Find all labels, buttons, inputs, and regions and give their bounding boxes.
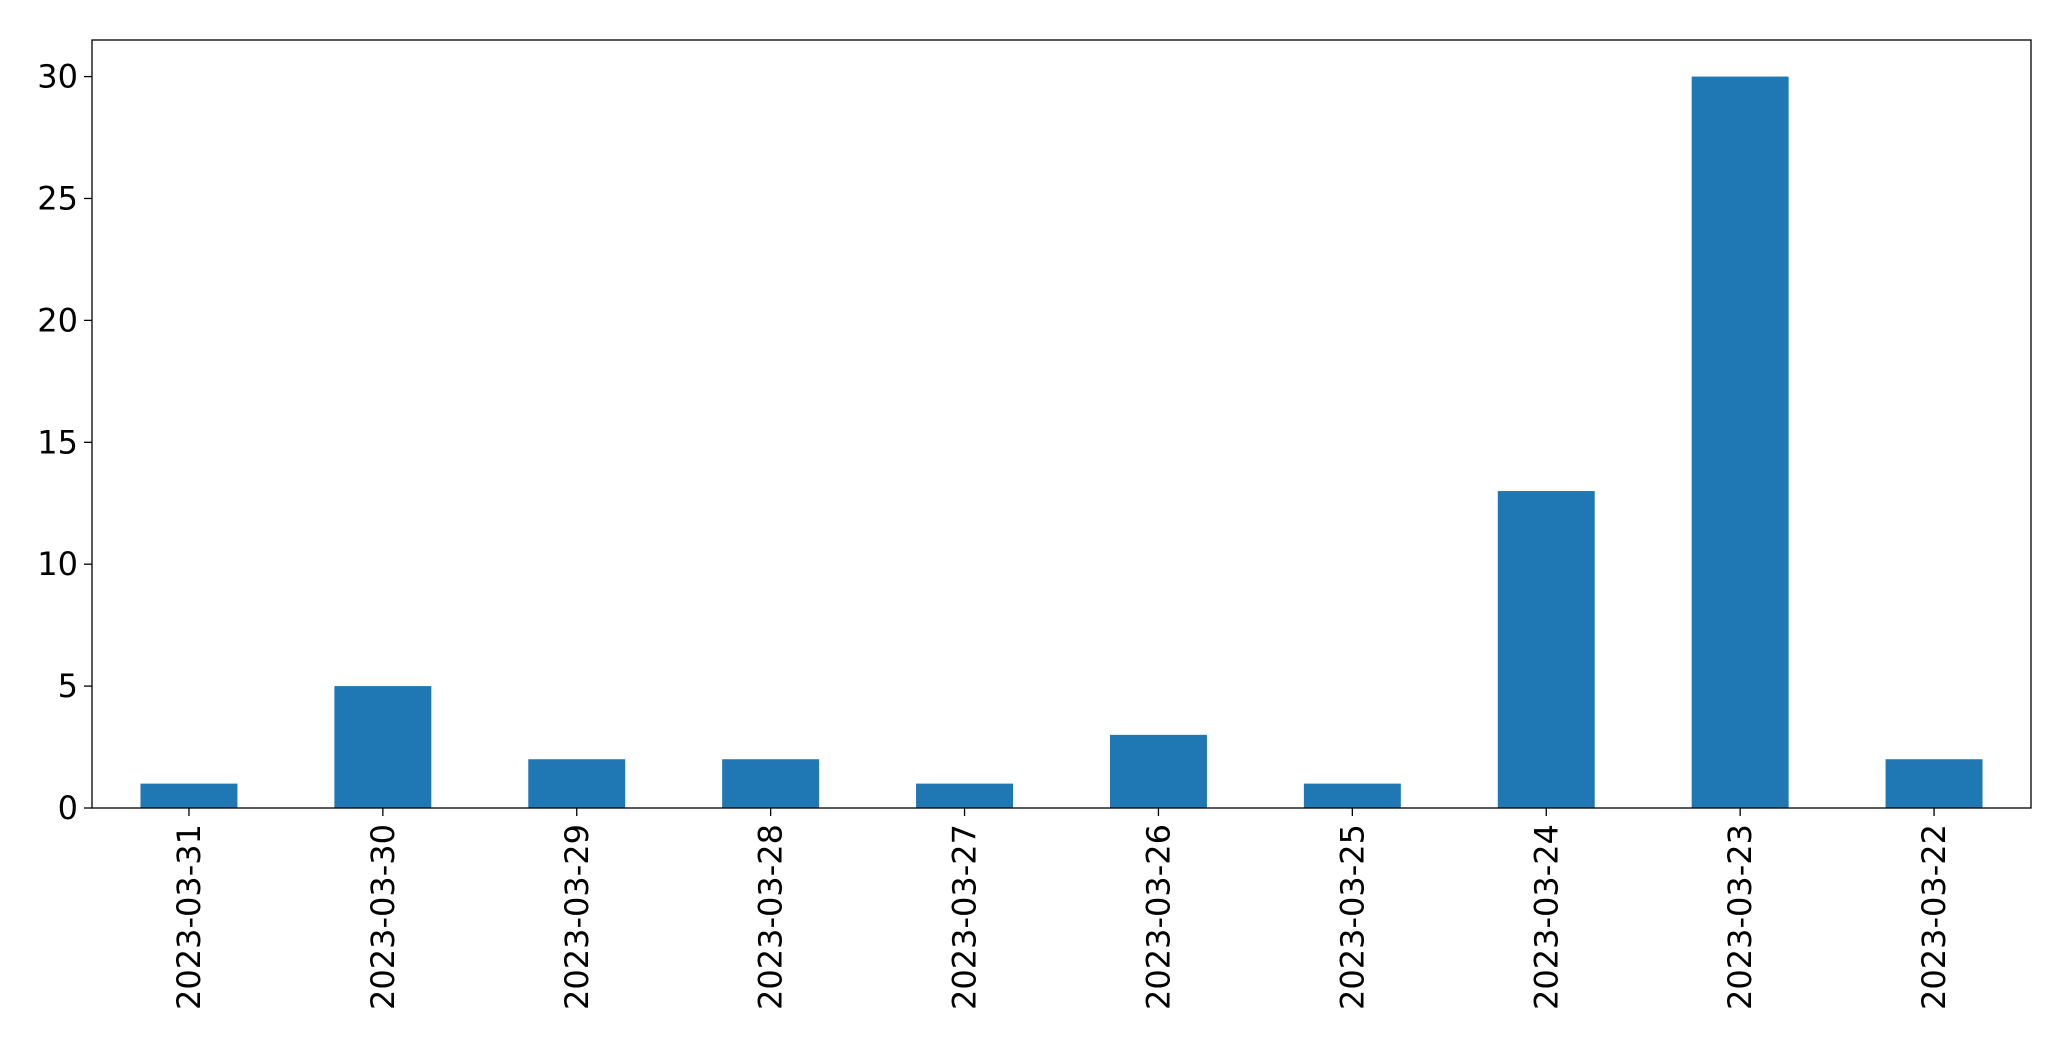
bar [528, 759, 626, 808]
y-tick-label: 0 [58, 789, 78, 827]
x-tick-label: 2023-03-24 [1527, 824, 1565, 1010]
y-tick-label: 20 [37, 301, 78, 339]
x-tick-label: 2023-03-26 [1139, 824, 1177, 1010]
bar [1303, 783, 1401, 808]
x-tick-label: 2023-03-27 [946, 824, 984, 1010]
bar [1497, 491, 1595, 808]
bar [1885, 759, 1983, 808]
bar [334, 686, 432, 808]
x-tick-label: 2023-03-25 [1333, 824, 1371, 1010]
y-tick-label: 15 [37, 423, 78, 461]
bar [916, 783, 1014, 808]
y-tick-label: 10 [37, 545, 78, 583]
y-tick-label: 30 [37, 58, 78, 96]
bar [722, 759, 820, 808]
bar [1109, 734, 1207, 808]
bar [1691, 76, 1789, 809]
y-tick-label: 5 [58, 667, 78, 705]
x-tick-label: 2023-03-30 [364, 824, 402, 1010]
x-tick-label: 2023-03-29 [558, 824, 596, 1010]
x-tick-label: 2023-03-31 [170, 824, 208, 1010]
x-tick-label: 2023-03-28 [752, 824, 790, 1010]
x-tick-label: 2023-03-22 [1915, 824, 1953, 1010]
plot-frame [91, 39, 2032, 809]
bar [140, 783, 238, 808]
x-tick-label: 2023-03-23 [1721, 824, 1759, 1010]
y-tick-label: 25 [37, 179, 78, 217]
